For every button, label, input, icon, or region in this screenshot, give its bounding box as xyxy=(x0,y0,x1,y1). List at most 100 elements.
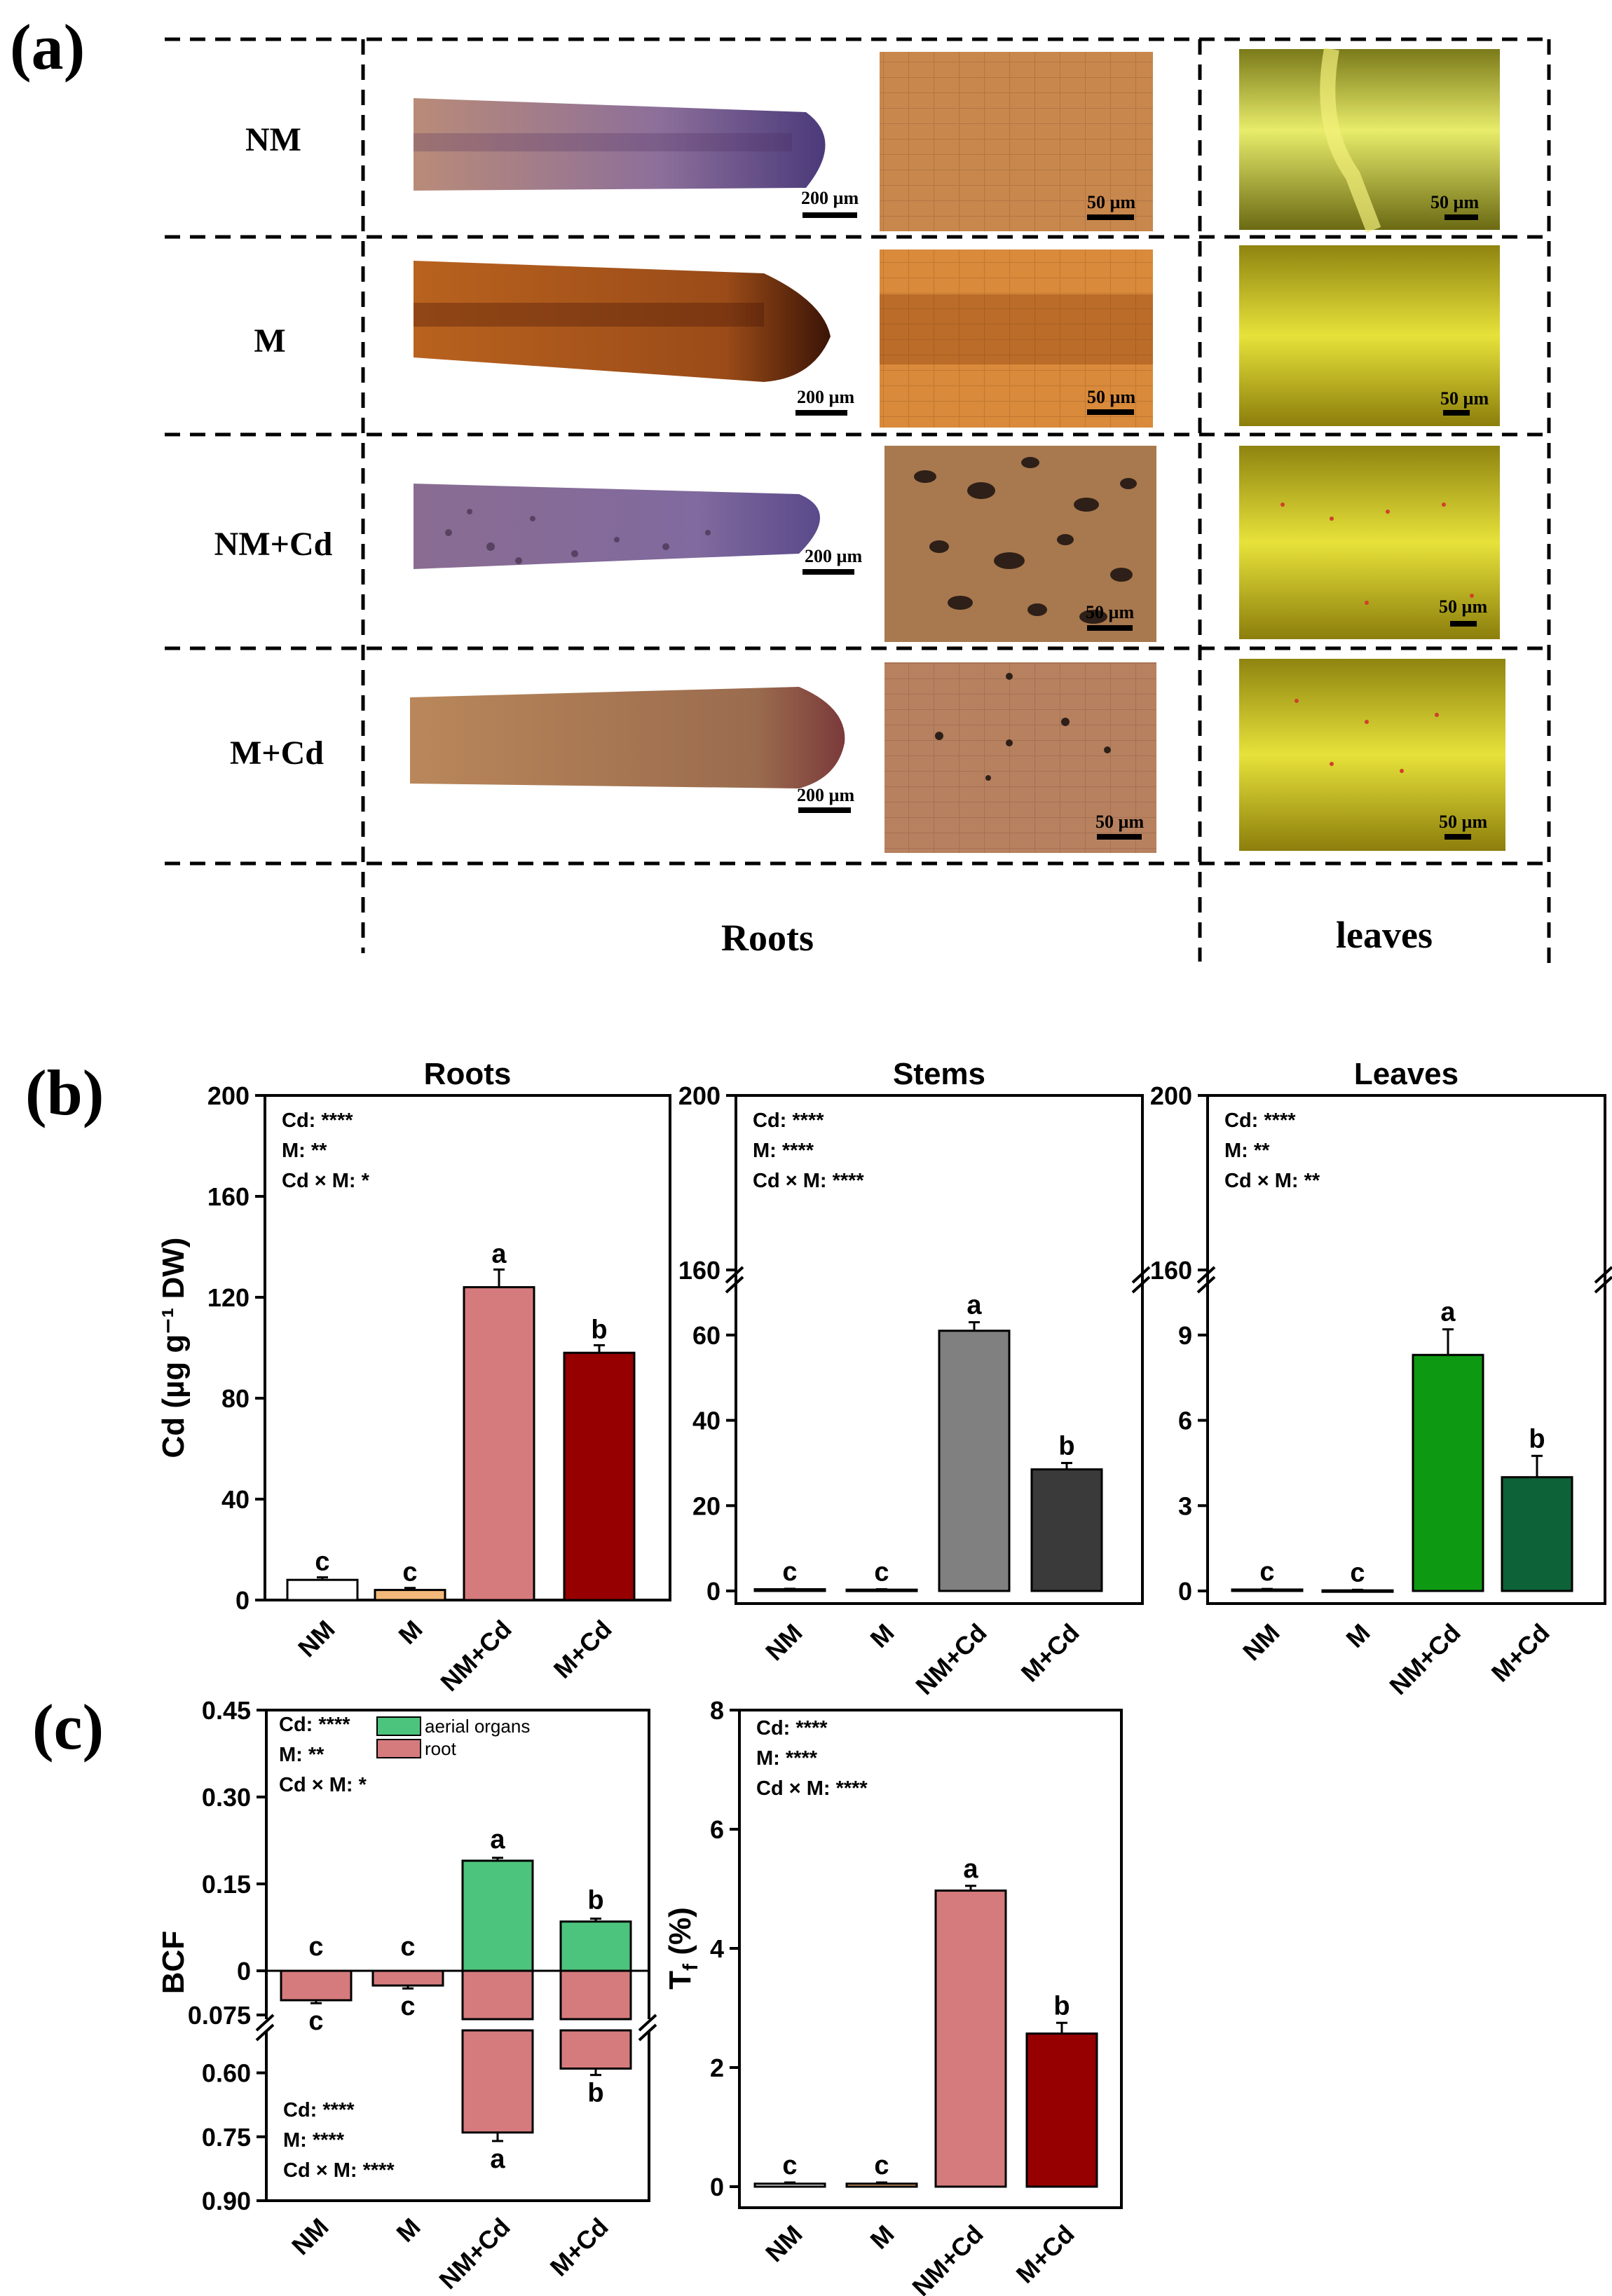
roots-y-80-tick-label: 80 xyxy=(221,1384,250,1413)
roots-xtick-2: NM+Cd xyxy=(435,1615,517,1697)
roots-y-0-tick-label: 0 xyxy=(235,1586,250,1615)
leaves-axis-break-right xyxy=(1594,1266,1612,1294)
leaves-stat-2: Cd × M: ** xyxy=(1224,1170,1320,1192)
tf-bar-2 xyxy=(934,1890,1007,2188)
tf-y-4-tick-label: 4 xyxy=(710,1934,724,1963)
bcf-aerial-bar-3 xyxy=(559,1920,632,1972)
stems-xtick-0: NM xyxy=(760,1618,808,1667)
scale-label-200-nm: 200 µm xyxy=(801,188,859,208)
roots-bar-0 xyxy=(286,1578,359,1601)
tf-bar-0 xyxy=(753,2182,826,2188)
bcf-y-0.75-tick-label: 0.75 xyxy=(202,2123,251,2152)
scale-label-50-m-cd: 50 µm xyxy=(1095,812,1144,832)
column-label-roots: Roots xyxy=(721,917,814,959)
leaves-xtick-1: M xyxy=(1340,1618,1375,1653)
bcf-legend-swatch-root xyxy=(376,1739,421,1758)
bcf-root-bar-upper-3 xyxy=(559,1969,632,2021)
tf-xtick-2: NM+Cd xyxy=(906,2220,988,2296)
leaves-y-3-tick-label: 3 xyxy=(1178,1491,1192,1520)
micrograph-grid xyxy=(165,37,1551,967)
bcf-stat-upper-1: M: ** xyxy=(279,1744,325,1766)
tf-y-6-tick-label: 6 xyxy=(710,1815,724,1844)
tf-stat-0: Cd: **** xyxy=(756,1717,828,1740)
bcf-legend-label-aerial: aerial organs xyxy=(425,1716,530,1737)
leaves-title: Leaves xyxy=(1354,1057,1459,1091)
scale-label-50-nm-cd: 50 µm xyxy=(1086,602,1134,622)
tf-y-8-tick-label: 8 xyxy=(710,1696,724,1725)
roots-letter-0: c xyxy=(315,1547,329,1577)
tf-y-0-tick-label: 0 xyxy=(710,2173,724,2201)
panel-b-label: (b) xyxy=(25,1057,104,1128)
bcf-xtick-3: M+Cd xyxy=(545,2213,614,2282)
roots-ylabel: Cd (µg g⁻¹ DW) xyxy=(156,1238,191,1458)
bcf-xtick-0: NM xyxy=(286,2213,334,2261)
stems-xtick-3: M+Cd xyxy=(1016,1618,1085,1688)
bcf-root-letter-3: b xyxy=(587,2079,603,2108)
stems-letter-1: c xyxy=(874,1558,889,1587)
roots-stat-1: M: ** xyxy=(282,1140,327,1162)
bcf-aerial-letter-1: c xyxy=(400,1932,415,1962)
roots-bar-2 xyxy=(463,1286,535,1601)
panel-c-label: (c) xyxy=(32,1691,104,1763)
stems-axis-break-right xyxy=(1131,1266,1151,1294)
bcf-stat-lower-2: Cd × M: **** xyxy=(283,2159,395,2182)
bcf-y-0.15-tick-label: 0.15 xyxy=(202,1870,251,1899)
leaves-stat-1: M: ** xyxy=(1224,1140,1270,1162)
roots-bar-1 xyxy=(374,1589,446,1601)
stems-letter-2: a xyxy=(966,1291,982,1320)
stems-xtick-1: M xyxy=(864,1618,899,1653)
bcf-y-0.075-tick-label: 0.075 xyxy=(188,2001,251,2030)
tf-xtick-0: NM xyxy=(760,2220,808,2268)
leaves-xtick-2: NM+Cd xyxy=(1384,1618,1466,1700)
bcf-stat-upper-2: Cd × M: * xyxy=(279,1774,367,1796)
leaves-y-9-tick-label: 9 xyxy=(1178,1321,1192,1350)
stems-letter-0: c xyxy=(782,1557,797,1587)
bcf-xtick-1: M xyxy=(390,2213,425,2248)
leaves-letter-0: c xyxy=(1259,1557,1274,1587)
tf-xtick-1: M xyxy=(864,2220,899,2255)
leaves-y-200-tick-label: 200 xyxy=(1150,1081,1192,1110)
stems-y-160-tick-label: 160 xyxy=(678,1256,720,1285)
leaves-y-160-tick-label: 160 xyxy=(1150,1256,1192,1285)
bcf-ylabel: BCF xyxy=(156,1931,191,1994)
bcf-root-letter-1: c xyxy=(400,1992,415,2021)
scale-label-50-leaf-m-cd: 50 µm xyxy=(1439,812,1487,832)
leaves-plot-frame xyxy=(1206,1094,1606,1605)
scale-label-200-m: 200 µm xyxy=(797,387,854,407)
scale-label-200-nm-cd: 200 µm xyxy=(805,546,862,566)
stems-axis-break-left xyxy=(725,1266,744,1294)
tf-plot-frame xyxy=(738,1709,1123,2209)
bcf-root-bar-2 xyxy=(461,2029,534,2134)
scale-bars: 200 µm 50 µm 50 µm 200 µm 50 µm 50 µm 20… xyxy=(795,188,1489,840)
bcf-aerial-letter-2: a xyxy=(490,1825,505,1854)
root-tip-image-nm-cd xyxy=(414,484,820,569)
leaves-letter-3: b xyxy=(1529,1424,1545,1454)
stems-y-0-tick-label: 0 xyxy=(706,1577,720,1606)
bcf-stat-lower-1: M: **** xyxy=(283,2129,345,2152)
stems-letter-3: b xyxy=(1058,1431,1074,1461)
tf-xtick-3: M+Cd xyxy=(1011,2220,1080,2289)
tf-letter-1: c xyxy=(874,2151,889,2180)
panel-a-label: (a) xyxy=(10,11,85,83)
chart-roots: Roots 0 40 80 120 160 200 c c a b NM M NM+Cd M+Cd Cd: *… xyxy=(156,1057,671,1697)
bcf-root-bar-3 xyxy=(559,2029,632,2070)
stems-title: Stems xyxy=(893,1057,985,1091)
roots-y-120-tick-label: 120 xyxy=(207,1283,250,1312)
bcf-axis-break-left xyxy=(255,2014,275,2042)
leaf-image-nm-cd xyxy=(1239,446,1500,639)
bcf-axis-gap xyxy=(265,2019,650,2030)
roots-bar-3 xyxy=(563,1351,636,1601)
leaf-image-m xyxy=(1239,245,1500,426)
micrograph-row-m-cd xyxy=(410,659,1505,853)
roots-letter-2: a xyxy=(491,1239,507,1269)
leaves-xtick-3: M+Cd xyxy=(1486,1618,1555,1688)
bcf-y-0.30-tick-label: 0.30 xyxy=(202,1783,251,1812)
stems-bar-2 xyxy=(938,1330,1011,1592)
roots-y-200-tick-label: 200 xyxy=(207,1081,250,1110)
stems-y-60-tick-label: 60 xyxy=(692,1321,720,1350)
bcf-root-letter-2: a xyxy=(490,2145,505,2174)
tf-bar-3 xyxy=(1025,2032,1098,2188)
roots-xtick-1: M xyxy=(392,1615,428,1650)
stems-stat-0: Cd: **** xyxy=(753,1109,824,1132)
